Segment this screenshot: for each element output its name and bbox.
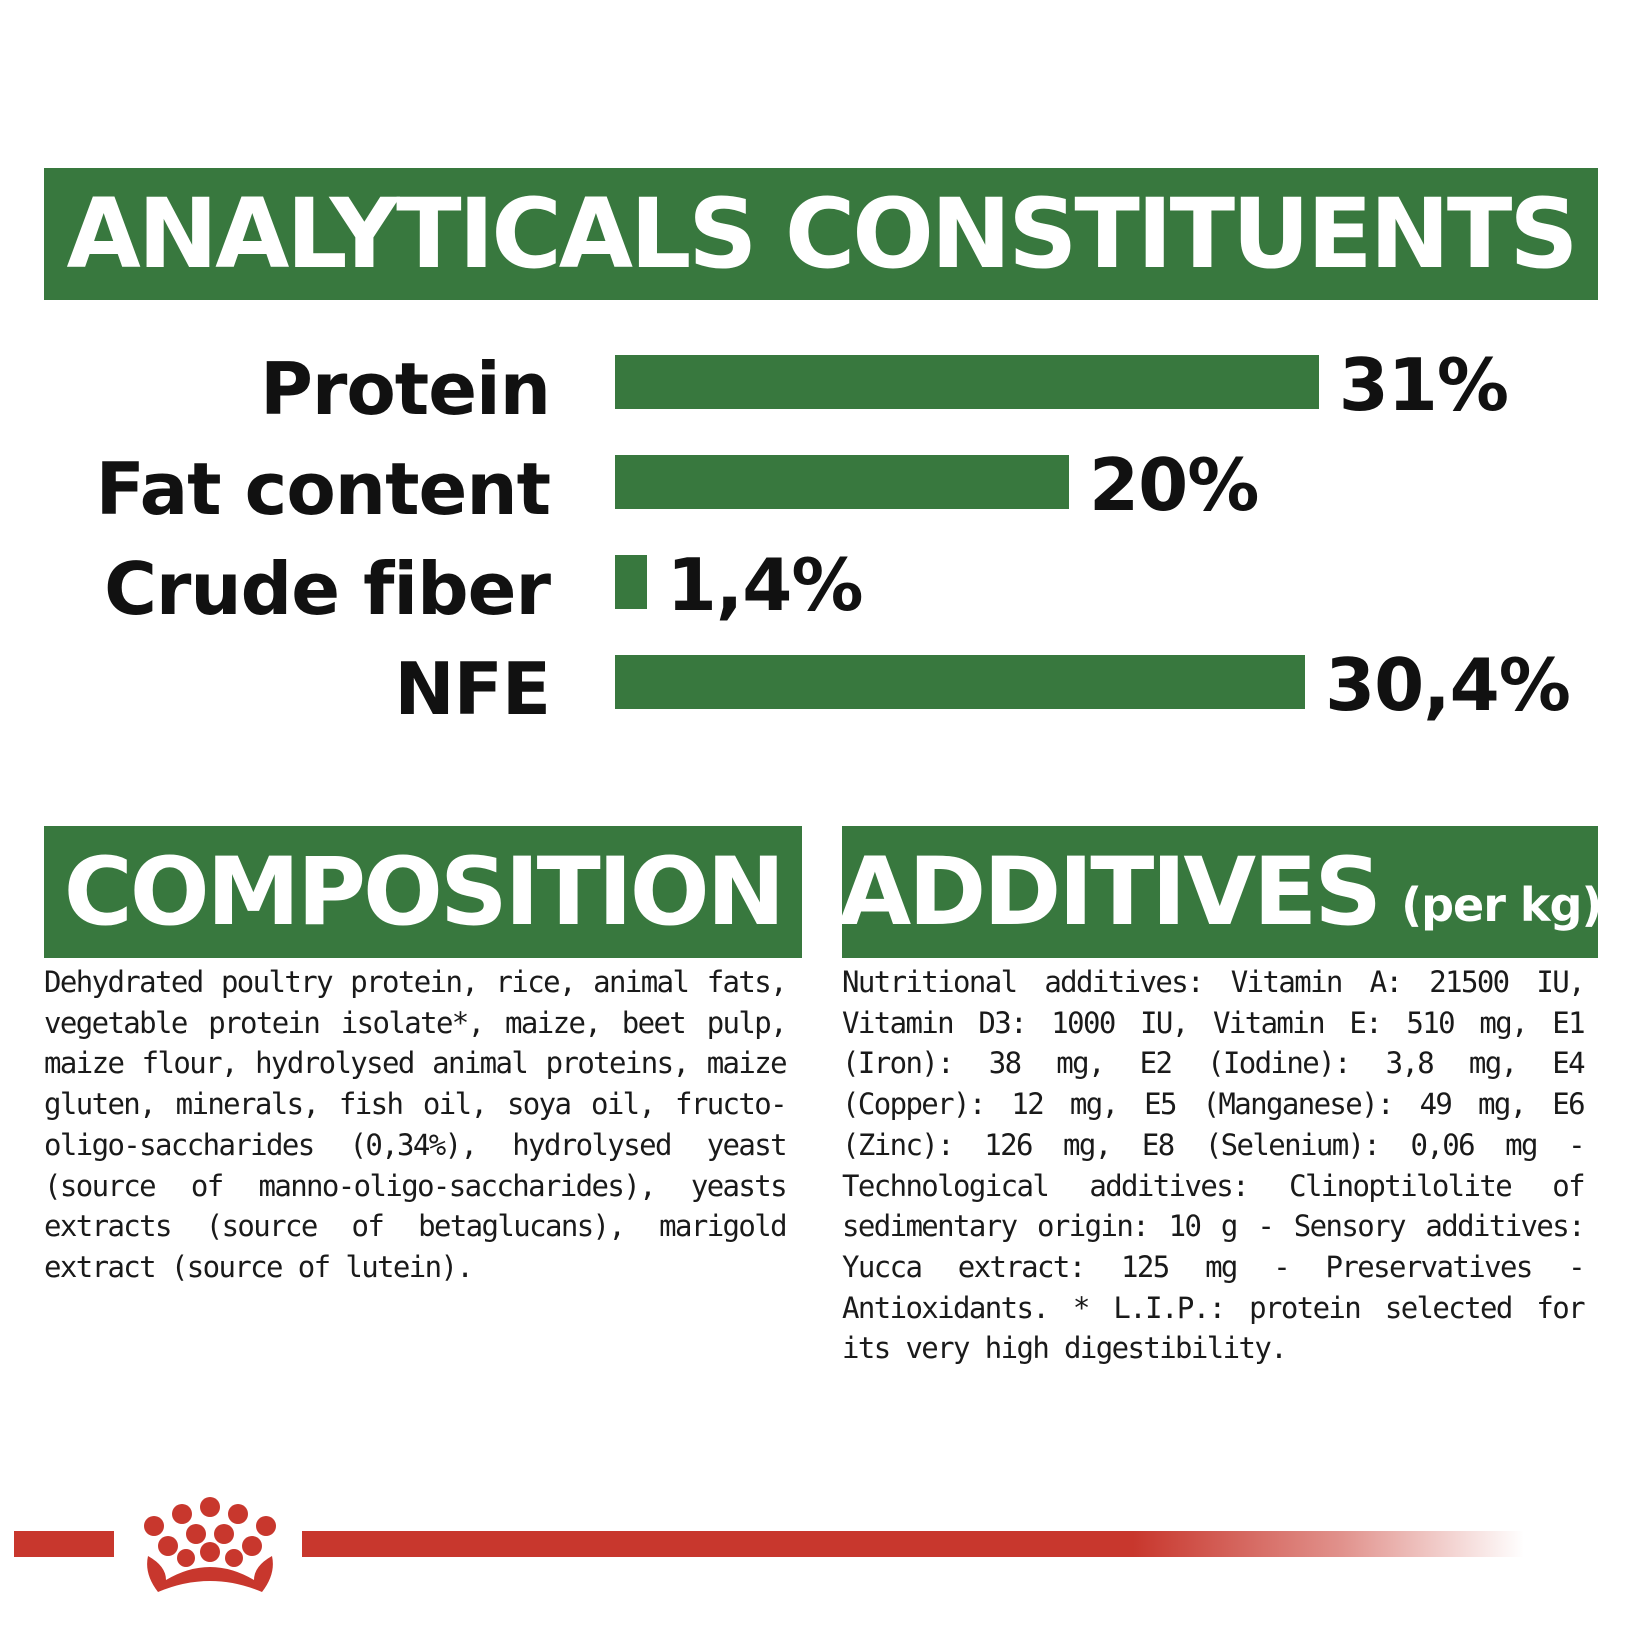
crown-icon — [144, 1497, 276, 1592]
bar — [615, 455, 1069, 509]
analytics-title: ANALYTICALS CONSTITUENTS — [66, 178, 1578, 290]
additives-title-suffix: (per kg) — [1401, 878, 1602, 932]
value-label: 30,4% — [1325, 643, 1571, 727]
footer-line-left — [14, 1531, 114, 1557]
footer-line-right — [302, 1531, 1524, 1557]
additives-text: Nutritional additives: Vitamin A: 21500 … — [842, 965, 1586, 1366]
bar — [615, 355, 1319, 409]
category-label: NFE — [394, 647, 551, 731]
category-label: Crude fiber — [104, 547, 551, 631]
value-label: 31% — [1338, 343, 1509, 427]
composition-title: COMPOSITION — [63, 837, 786, 947]
value-label: 20% — [1089, 443, 1259, 527]
additives-header: ADDITIVES (per kg) — [838, 826, 1602, 958]
analytics-header: ANALYTICALS CONSTITUENTS — [44, 168, 1598, 300]
value-label: 1,4% — [666, 543, 864, 627]
bar — [615, 655, 1306, 709]
category-label: Fat content — [95, 447, 551, 531]
bar — [615, 555, 647, 609]
composition-header: COMPOSITION — [44, 826, 802, 958]
category-label: Protein — [260, 347, 551, 431]
composition-text: Dehydrated poultry protein, rice, animal… — [44, 965, 788, 1284]
additives-title: ADDITIVES — [838, 837, 1383, 947]
